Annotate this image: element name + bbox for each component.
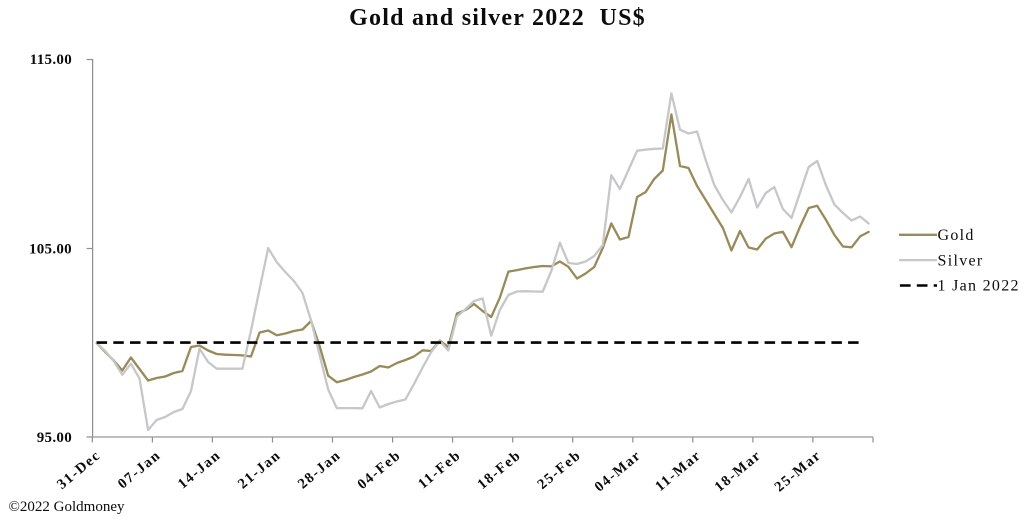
- svg-text:Gold: Gold: [938, 227, 975, 244]
- svg-text:©2022 Goldmoney: ©2022 Goldmoney: [9, 499, 125, 515]
- svg-text:105.00: 105.00: [29, 241, 72, 257]
- svg-text:95.00: 95.00: [37, 430, 72, 446]
- svg-text:Silver: Silver: [938, 252, 984, 269]
- svg-text:1 Jan 2022: 1 Jan 2022: [938, 278, 1020, 295]
- svg-text:115.00: 115.00: [30, 52, 72, 68]
- svg-text:Gold and silver 2022 US$: Gold and silver 2022 US$: [349, 5, 646, 31]
